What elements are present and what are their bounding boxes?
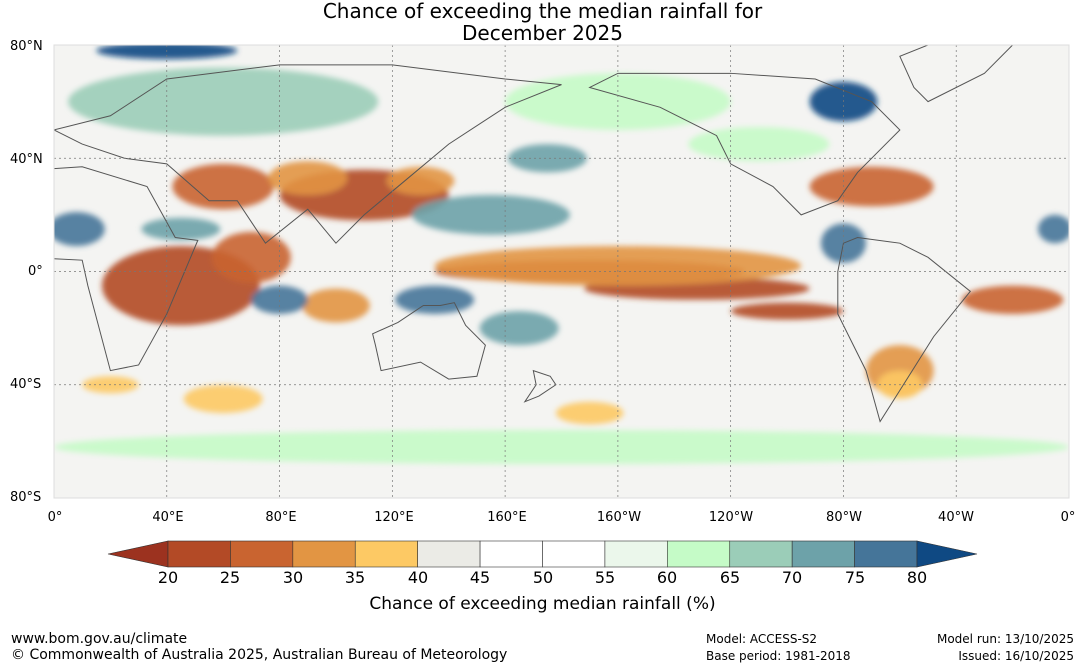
lon-label-40e: 40°E — [152, 510, 184, 525]
lon-label-80e: 80°E — [265, 510, 297, 525]
probability-region — [68, 67, 379, 136]
probability-regions — [54, 45, 1069, 465]
lat-label-80s: 80°S — [10, 490, 42, 505]
probability-region — [395, 285, 475, 314]
colorbar-tick-60: 60 — [656, 568, 678, 587]
colorbar-tick-55: 55 — [594, 568, 616, 587]
probability-region — [1037, 214, 1069, 244]
colorbar-tick-20: 20 — [157, 568, 179, 587]
map-title-line1: Chance of exceeding the median rainfall … — [322, 0, 763, 23]
coastline — [837, 237, 972, 423]
lon-label-0-east: 0° — [1060, 510, 1076, 525]
lat-label-40s: 40°S — [10, 377, 42, 392]
colorbar-tick-35: 35 — [344, 568, 366, 587]
colorbar-tick-50: 50 — [532, 568, 554, 587]
coastline — [54, 166, 199, 372]
colorbar-high-arrow — [916, 540, 978, 568]
coastline — [899, 45, 1014, 103]
colorbar-cell — [230, 540, 294, 568]
colorbar-cell — [354, 540, 418, 568]
colorbar-cell — [854, 540, 918, 568]
colorbar-label: Chance of exceeding median rainfall (%) — [369, 594, 716, 614]
probability-region — [688, 127, 830, 162]
rainfall-probability-map — [53, 44, 1070, 499]
probability-region — [961, 285, 1064, 314]
probability-region — [386, 166, 455, 196]
colorbar-cell — [729, 540, 793, 568]
probability-region — [54, 212, 105, 247]
footer-model-run: Model run: 13/10/2025 — [936, 632, 1074, 646]
colorbar-tick-70: 70 — [781, 568, 803, 587]
colorbar-tick-25: 25 — [219, 568, 241, 587]
colorbar-low-arrow — [107, 540, 169, 568]
probability-region — [54, 430, 1069, 465]
colorbar-cell — [479, 540, 543, 568]
probability-region — [141, 217, 221, 241]
colorbar-cell — [542, 540, 606, 568]
colorbar-tick-30: 30 — [282, 568, 304, 587]
lon-label-40w: 40°W — [938, 510, 974, 525]
colorbar — [107, 540, 978, 568]
lon-label-160e: 160°E — [487, 510, 527, 525]
probability-region — [730, 302, 844, 320]
coastline — [54, 64, 562, 244]
lon-label-120w: 120°W — [708, 510, 754, 525]
footer-url: www.bom.gov.au/climate — [11, 631, 188, 647]
lat-label-80n: 80°N — [10, 39, 43, 54]
probability-region — [507, 144, 587, 173]
colorbar-tick-80: 80 — [906, 568, 928, 587]
lon-label-80w: 80°W — [826, 510, 862, 525]
colorbar-cells — [167, 540, 918, 568]
footer-copyright: © Commonwealth of Australia 2025, Austra… — [11, 647, 508, 663]
probability-region — [211, 231, 291, 283]
lon-label-160w: 160°W — [596, 510, 642, 525]
probability-region — [183, 384, 263, 414]
lat-label-40n: 40°N — [10, 152, 43, 167]
lon-label-120e: 120°E — [374, 510, 414, 525]
colorbar-tick-75: 75 — [844, 568, 866, 587]
probability-region — [172, 163, 274, 210]
coastline — [372, 302, 486, 380]
probability-region — [268, 161, 348, 196]
colorbar-tick-45: 45 — [469, 568, 491, 587]
probability-region — [96, 45, 238, 60]
colorbar-cell — [167, 540, 231, 568]
map-title-line2: December 2025 — [462, 21, 623, 45]
colorbar-tick-40: 40 — [407, 568, 429, 587]
probability-region — [251, 285, 308, 314]
probability-region — [412, 195, 570, 235]
probability-region — [479, 311, 559, 346]
footer-model: Model: ACCESS-S2 — [706, 632, 818, 646]
coastline — [523, 369, 557, 403]
colorbar-tick-65: 65 — [719, 568, 741, 587]
colorbar-cell — [292, 540, 356, 568]
colorbar-cell — [604, 540, 668, 568]
lon-label-0-west: 0° — [47, 510, 63, 525]
colorbar-cell — [667, 540, 731, 568]
colorbar-cell — [417, 540, 481, 568]
colorbar-cell — [791, 540, 855, 568]
probability-region — [302, 288, 370, 323]
footer-issued: Issued: 16/10/2025 — [958, 649, 1074, 663]
coastline-outlines — [54, 45, 1014, 423]
coastline — [588, 72, 901, 216]
map-frame — [53, 44, 1070, 499]
lat-label-0: 0° — [28, 264, 43, 279]
probability-region — [555, 401, 624, 425]
footer-base-period: Base period: 1981-2018 — [706, 649, 851, 663]
